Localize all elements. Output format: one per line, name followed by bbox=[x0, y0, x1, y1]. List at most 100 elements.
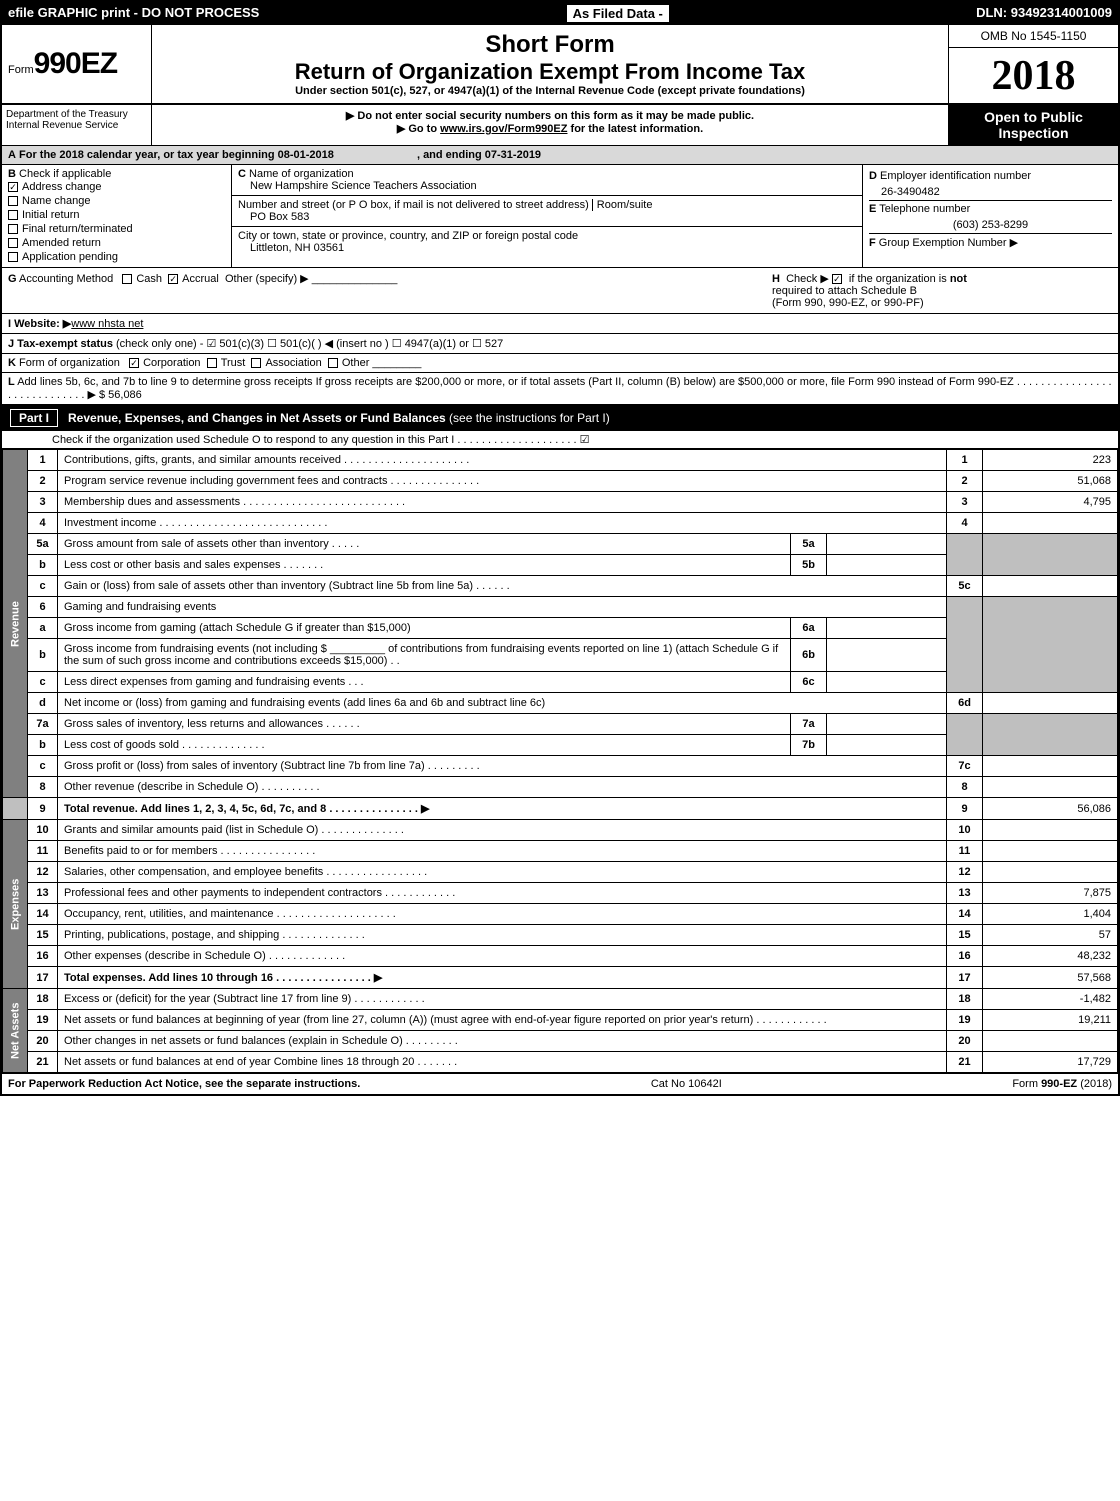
section-d: D Employer identification number 26-3490… bbox=[863, 165, 1118, 267]
ein-block: D Employer identification number bbox=[869, 168, 1112, 184]
dept-treasury: Department of the Treasury bbox=[6, 109, 147, 120]
line-5a: 5a Gross amount from sale of assets othe… bbox=[3, 534, 1118, 555]
line-21: 21 Net assets or fund balances at end of… bbox=[3, 1052, 1118, 1073]
org-name-block: C Name of organization New Hampshire Sci… bbox=[232, 165, 862, 196]
gh-row: G Accounting Method Cash Accrual Other (… bbox=[2, 268, 1118, 314]
check-address-change: Address change bbox=[8, 180, 225, 194]
website-link[interactable]: www nhsta net bbox=[71, 318, 143, 330]
part-1-paren: (see the instructions for Part I) bbox=[449, 411, 610, 425]
line-8: 8 Other revenue (describe in Schedule O)… bbox=[3, 777, 1118, 798]
line-4: 4 Investment income . . . . . . . . . . … bbox=[3, 513, 1118, 534]
subtitle: Under section 501(c), 527, or 4947(a)(1)… bbox=[162, 85, 938, 97]
line-11: 11 Benefits paid to or for members . . .… bbox=[3, 841, 1118, 862]
line-17: 17 Total expenses. Add lines 10 through … bbox=[3, 967, 1118, 989]
line-10: Expenses 10 Grants and similar amounts p… bbox=[3, 820, 1118, 841]
c-name-label: Name of organization bbox=[249, 168, 354, 180]
revenue-side-label: Revenue bbox=[3, 450, 28, 798]
cat-number: Cat No 10642I bbox=[651, 1078, 722, 1090]
city-block: City or town, state or province, country… bbox=[232, 227, 862, 257]
form-header: Form990EZ Short Form Return of Organizat… bbox=[2, 25, 1118, 105]
addr-label: Number and street (or P O box, if mail i… bbox=[238, 199, 589, 211]
goto-line: ▶ Go to www.irs.gov/Form990EZ for the la… bbox=[156, 122, 944, 135]
phone-block: E Telephone number bbox=[869, 200, 1112, 217]
section-a-label: A bbox=[8, 149, 16, 161]
section-l: L Add lines 5b, 6c, and 7b to line 9 to … bbox=[2, 373, 1118, 405]
line-18: Net Assets 18 Excess or (deficit) for th… bbox=[3, 989, 1118, 1010]
section-k: K Form of organization Corporation Trust… bbox=[2, 354, 1118, 373]
line-16: 16 Other expenses (describe in Schedule … bbox=[3, 946, 1118, 967]
header-right-block: OMB No 1545-1150 2018 bbox=[948, 25, 1118, 103]
expenses-side-label: Expenses bbox=[3, 820, 28, 989]
c-label: C bbox=[238, 168, 246, 180]
form-title-block: Short Form Return of Organization Exempt… bbox=[152, 25, 948, 103]
line-3: 3 Membership dues and assessments . . . … bbox=[3, 492, 1118, 513]
part-1-label: Part I bbox=[10, 409, 58, 427]
part-1-sub: Check if the organization used Schedule … bbox=[2, 431, 1118, 449]
line-7c: c Gross profit or (loss) from sales of i… bbox=[3, 756, 1118, 777]
section-a-ending: , and ending 07-31-2019 bbox=[417, 149, 541, 161]
irs-link[interactable]: www.irs.gov/Form990EZ bbox=[440, 123, 567, 135]
line-19: 19 Net assets or fund balances at beginn… bbox=[3, 1010, 1118, 1031]
section-a-text: For the 2018 calendar year, or tax year … bbox=[19, 149, 334, 161]
form-number: 990EZ bbox=[34, 47, 117, 80]
addr-value: PO Box 583 bbox=[250, 211, 309, 223]
omb-number: OMB No 1545-1150 bbox=[949, 25, 1118, 48]
check-name-change: Name change bbox=[8, 194, 225, 208]
phone-value: (603) 253-8299 bbox=[869, 217, 1112, 233]
section-b: B Check if applicable Address change Nam… bbox=[2, 165, 232, 267]
section-j: J Tax-exempt status (check only one) - ☑… bbox=[2, 334, 1118, 354]
group-exemption-block: F Group Exemption Number ▶ bbox=[869, 233, 1112, 251]
efile-notice: efile GRAPHIC print - DO NOT PROCESS bbox=[8, 5, 259, 22]
netassets-side-label: Net Assets bbox=[3, 989, 28, 1073]
dept-row: Department of the Treasury Internal Reve… bbox=[2, 105, 1118, 146]
top-bar: efile GRAPHIC print - DO NOT PROCESS As … bbox=[2, 2, 1118, 25]
b-label: B bbox=[8, 168, 16, 180]
line-2: 2 Program service revenue including gove… bbox=[3, 471, 1118, 492]
open-inspection: Open to Public Inspection bbox=[948, 105, 1118, 145]
room-label: Room/suite bbox=[592, 199, 653, 211]
addr-block: Number and street (or P O box, if mail i… bbox=[232, 196, 862, 227]
line-9: 9 Total revenue. Add lines 1, 2, 3, 4, 5… bbox=[3, 798, 1118, 820]
page-footer: For Paperwork Reduction Act Notice, see … bbox=[2, 1073, 1118, 1094]
form-ref: Form 990-EZ (2018) bbox=[1012, 1078, 1112, 1090]
b-title: Check if applicable bbox=[19, 168, 111, 180]
org-name-value: New Hampshire Science Teachers Associati… bbox=[250, 180, 477, 192]
city-value: Littleton, NH 03561 bbox=[250, 242, 344, 254]
form-990ez-page: efile GRAPHIC print - DO NOT PROCESS As … bbox=[0, 0, 1120, 1096]
as-filed-label: As Filed Data - bbox=[567, 5, 669, 22]
instructions-block: ▶ Do not enter social security numbers o… bbox=[152, 105, 948, 145]
line-1: Revenue 1 Contributions, gifts, grants, … bbox=[3, 450, 1118, 471]
paperwork-notice: For Paperwork Reduction Act Notice, see … bbox=[8, 1078, 360, 1090]
check-initial-return: Initial return bbox=[8, 208, 225, 222]
check-amended-return: Amended return bbox=[8, 236, 225, 250]
return-title: Return of Organization Exempt From Incom… bbox=[162, 59, 938, 85]
ein-value: 26-3490482 bbox=[881, 184, 1112, 200]
line-15: 15 Printing, publications, postage, and … bbox=[3, 925, 1118, 946]
section-c: C Name of organization New Hampshire Sci… bbox=[232, 165, 863, 267]
tax-year: 2018 bbox=[949, 48, 1118, 103]
bcd-row: B Check if applicable Address change Nam… bbox=[2, 165, 1118, 268]
part-1-title: Revenue, Expenses, and Changes in Net As… bbox=[68, 411, 446, 425]
check-application-pending: Application pending bbox=[8, 250, 225, 264]
section-i: I Website: ▶www nhsta net bbox=[2, 314, 1118, 334]
line-20: 20 Other changes in net assets or fund b… bbox=[3, 1031, 1118, 1052]
section-a: A For the 2018 calendar year, or tax yea… bbox=[2, 146, 1118, 165]
city-label: City or town, state or province, country… bbox=[238, 230, 578, 242]
line-6d: d Net income or (loss) from gaming and f… bbox=[3, 693, 1118, 714]
short-form-title: Short Form bbox=[162, 31, 938, 59]
part-1-table: Revenue 1 Contributions, gifts, grants, … bbox=[2, 449, 1118, 1073]
dept-block: Department of the Treasury Internal Reve… bbox=[2, 105, 152, 145]
line-5c: c Gain or (loss) from sale of assets oth… bbox=[3, 576, 1118, 597]
line-12: 12 Salaries, other compensation, and emp… bbox=[3, 862, 1118, 883]
line-14: 14 Occupancy, rent, utilities, and maint… bbox=[3, 904, 1118, 925]
line-6: 6 Gaming and fundraising events bbox=[3, 597, 1118, 618]
check-final-return: Final return/terminated bbox=[8, 222, 225, 236]
form-number-block: Form990EZ bbox=[2, 25, 152, 103]
section-h: H Check ▶ if the organization is not req… bbox=[772, 272, 1112, 309]
ssn-warning: ▶ Do not enter social security numbers o… bbox=[156, 109, 944, 122]
part-1-header: Part I Revenue, Expenses, and Changes in… bbox=[2, 405, 1118, 431]
section-g: G Accounting Method Cash Accrual Other (… bbox=[8, 272, 772, 309]
form-prefix: Form bbox=[8, 64, 34, 76]
line-7a: 7a Gross sales of inventory, less return… bbox=[3, 714, 1118, 735]
dept-irs: Internal Revenue Service bbox=[6, 120, 147, 131]
